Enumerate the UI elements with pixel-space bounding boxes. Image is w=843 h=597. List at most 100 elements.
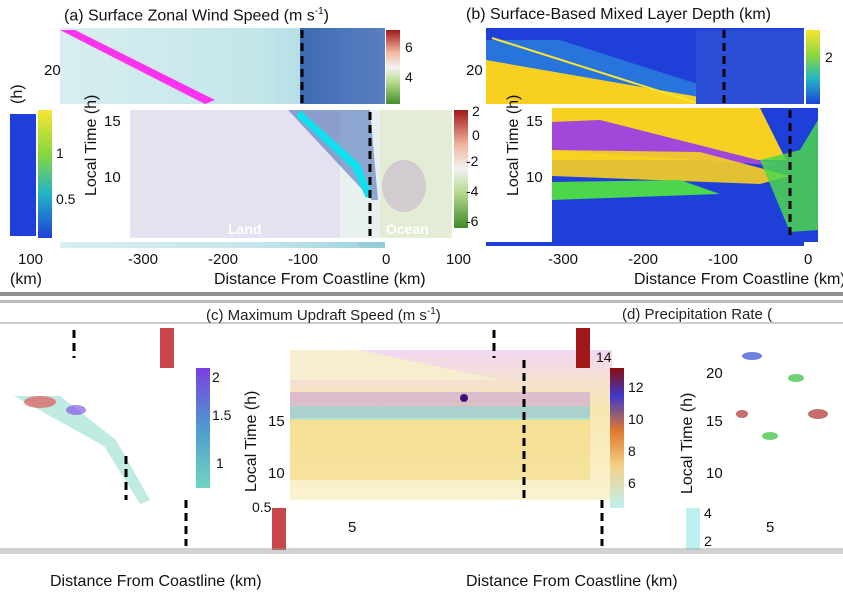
cbtick-c-12: 12 (628, 379, 644, 395)
panel-a-ylabel-fragment: (h) (9, 84, 26, 104)
panel-c-max-updraft (460, 394, 468, 402)
panel-b-colorbar (806, 30, 820, 105)
glitch-line-3 (0, 322, 843, 324)
panel-b-cbtick-2: 2 (825, 49, 833, 65)
panel-d-ytick-15: 15 (706, 413, 723, 430)
cbtick-a-m4: -4 (466, 183, 479, 199)
glitch-line-2 (0, 300, 843, 303)
panel-c-ytick-15: 15 (268, 413, 285, 430)
cbtick-d-05: 0.5 (252, 499, 272, 515)
left-colorbar-top (160, 328, 174, 368)
xtick-a-m100: -100 (288, 251, 318, 268)
panel-b-ylabel: Local Time (h) (505, 95, 522, 196)
panel-a-lower-ocean (380, 110, 452, 238)
left-cbtick-05: 0.5 (56, 191, 76, 207)
panel-a-ylabel: Local Time (h) (83, 95, 100, 196)
panel-c: 14 12 10 8 6 4 2 15 10 5 Local Time (h) (243, 328, 712, 550)
glitch-line-1 (0, 292, 843, 296)
cbtick-c-2: 2 (704, 533, 712, 549)
panel-a-xlabel: Distance From Coastline (km) (214, 271, 426, 288)
panel-b-lower-purple (552, 120, 782, 166)
panel-b-lower-yellow-lower (552, 150, 790, 184)
panel-b-front-line (491, 37, 701, 105)
panel-d-blob-4 (736, 410, 748, 418)
panel-c-upper-pale (290, 350, 500, 380)
ocean-label: Ocean (386, 221, 429, 237)
xtick-b-0: 0 (804, 251, 812, 268)
xtick-a-100: 100 (446, 251, 471, 268)
xtick-b-m200: -200 (628, 251, 658, 268)
panel-b-yellow-region (486, 60, 740, 104)
panel-a-cbtick-6: 6 (405, 39, 413, 55)
panel-c-ylabel: Local Time (h) (243, 391, 260, 492)
xtick-a-0: 0 (382, 251, 390, 268)
panel-c-colorbar (610, 368, 624, 508)
xtick-b-m300: -300 (548, 251, 578, 268)
panel-a-lower-cyan-front (296, 110, 372, 198)
left-precip-fragment: 2 1.5 1 0.5 (14, 328, 286, 550)
panel-b-ytick-20: 20 (466, 62, 483, 79)
panel-c-ytick-10: 10 (268, 465, 285, 482)
panel-a-cbtick-4: 4 (405, 69, 413, 85)
panel-d-blob-2 (788, 374, 804, 382)
panel-c-title: (c) Maximum Updraft Speed (m s-1) (206, 306, 441, 324)
panel-c-yellow-field (290, 420, 590, 480)
cbtick-a-0: 0 (472, 127, 480, 143)
cbtick-a-m2: -2 (466, 153, 479, 169)
panel-b-ytick-10: 10 (526, 169, 543, 186)
panel-a-lower-pink-haze (130, 110, 340, 238)
panel-b-lower: 15 10 Local Time (h) (498, 95, 818, 242)
panel-d-xlabel: Distance From Coastline (km) (466, 573, 678, 590)
panel-c-colorbar-top (576, 328, 590, 368)
cbtick-c-6: 6 (628, 475, 636, 491)
xlabel-fragment: (km) (10, 271, 42, 288)
panel-d-colorbar (196, 368, 210, 488)
panel-b-ytick-15: 15 (526, 113, 543, 130)
left-colorbar-b (38, 110, 52, 238)
panel-a-lower-wedge (288, 110, 378, 200)
panel-c-cyan-band (290, 406, 590, 420)
panel-a-ytick-10: 10 (104, 169, 121, 186)
cbtick-c-8: 8 (628, 443, 636, 459)
xtick-left-100: 100 (18, 251, 43, 268)
panel-d-blob-1 (742, 352, 762, 360)
panel-c-ytick-5: 5 (348, 519, 356, 536)
panel-a-sea-breeze-front (60, 30, 215, 104)
panel-c-colorbar-bottom (686, 508, 700, 550)
xtick-row-top: 100 -300 -200 -100 0 100 -300 -200 -100 … (10, 251, 843, 288)
cbtick-a-2: 2 (472, 103, 480, 119)
glitch-band (0, 292, 843, 324)
land-label: Land (228, 221, 261, 237)
panel-b-title: (b) Surface-Based Mixed Layer Depth (km) (466, 6, 771, 23)
panel-a-ytick-20: 20 (44, 62, 61, 79)
left-colorbar-bottom (272, 508, 286, 550)
panel-d-title: (d) Precipitation Rate ( (622, 306, 773, 323)
panel-a-title: (a) Surface Zonal Wind Speed (m s-1) (64, 6, 329, 25)
panel-a-ytick-15: 15 (104, 113, 121, 130)
panel-a-lower-colorbar (454, 110, 468, 228)
panel-d: 20 15 10 5 Local Time (h) (679, 340, 843, 536)
panel-b-lower-axis-gap (498, 108, 552, 236)
panel-d-ytick-20: 20 (706, 365, 723, 382)
cbtick-d-1: 1 (216, 455, 224, 471)
panel-c-xlabel: Distance From Coastline (km) (50, 573, 262, 590)
left-ocean-slab (10, 114, 36, 236)
cbtick-c-4: 4 (704, 505, 712, 521)
cbtick-a-m6: -6 (466, 213, 479, 229)
cbtick-c-14: 14 (596, 349, 612, 365)
panel-b-ocean-top (696, 30, 804, 105)
panel-d-ytick-10: 10 (706, 465, 723, 482)
xtick-a-m300: -300 (128, 251, 158, 268)
left-precip-swath (14, 396, 150, 504)
panel-a-colorbar (386, 30, 400, 105)
panel-a-lower: 2 0 -2 -4 -6 15 10 Local Time (h) Land O… (83, 95, 480, 238)
panel-d-field (730, 340, 843, 500)
xtick-row-bottom: Distance From Coastline (km) Distance Fr… (0, 548, 843, 590)
panel-d-ytick-5: 5 (766, 519, 774, 536)
panel-b-lower-green (552, 180, 720, 200)
left-precip-blob-1 (24, 396, 56, 408)
cbtick-d-15: 1.5 (212, 407, 232, 423)
panel-d-blob-5 (762, 432, 778, 440)
